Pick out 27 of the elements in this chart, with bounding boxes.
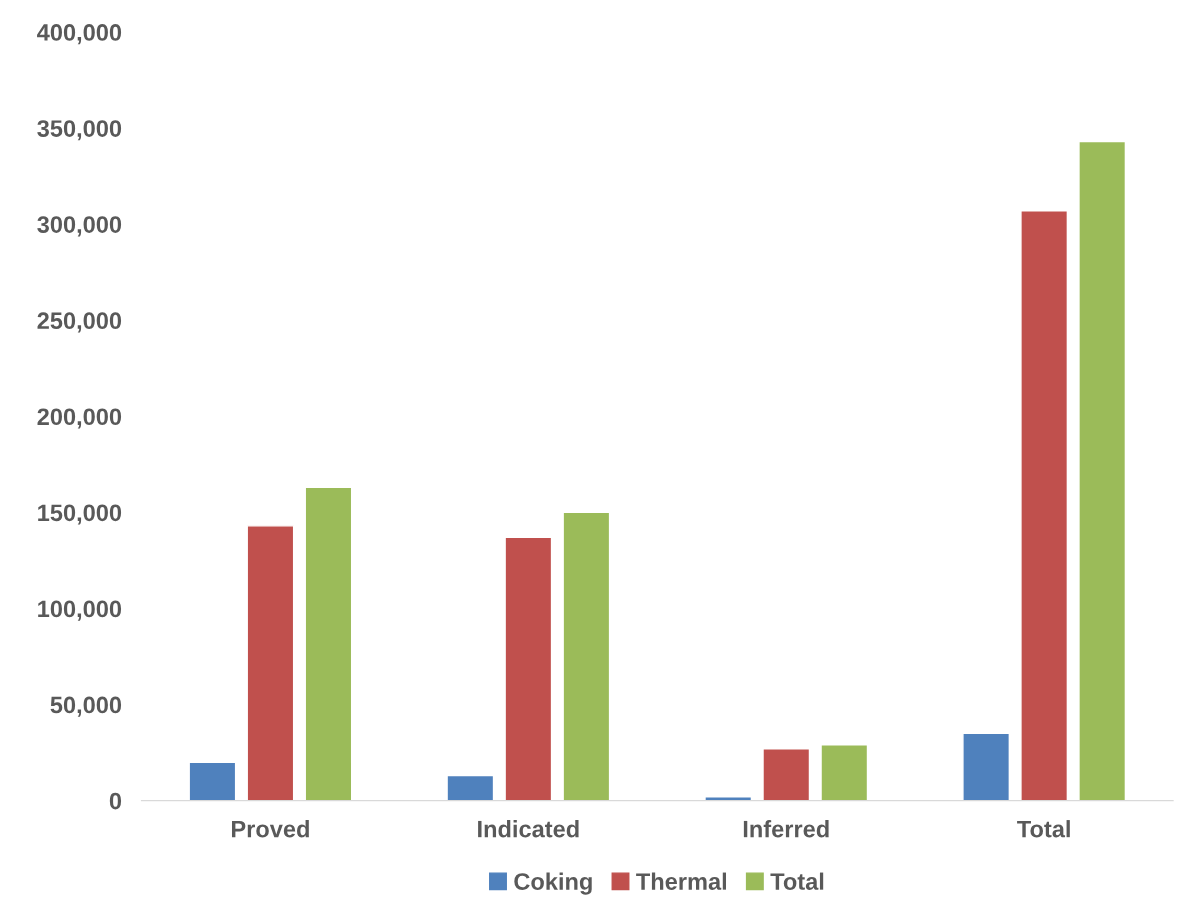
y-tick-label: 50,000 bbox=[50, 696, 122, 717]
y-tick-label: 100,000 bbox=[38, 600, 122, 621]
y-tick-label: 300,000 bbox=[37, 216, 122, 237]
bar bbox=[304, 486, 353, 801]
x-tick-label: Total bbox=[1017, 820, 1070, 838]
bar bbox=[1078, 140, 1127, 801]
bar bbox=[562, 511, 611, 801]
legend-label: Total bbox=[770, 872, 824, 890]
y-tick-label: 250,000 bbox=[37, 312, 122, 333]
bar bbox=[188, 761, 237, 801]
legend-label: Coking bbox=[514, 872, 592, 895]
y-tick-label: 150,000 bbox=[38, 504, 122, 525]
y-tick-label: 0 bbox=[109, 792, 122, 810]
y-tick-label: 400,000 bbox=[37, 24, 122, 45]
bar bbox=[246, 525, 295, 801]
bar bbox=[820, 744, 869, 801]
bar bbox=[504, 536, 553, 801]
x-tick-label: Proved bbox=[231, 820, 309, 838]
x-tick-label: Inferred bbox=[743, 820, 829, 838]
y-tick-label: 200,000 bbox=[37, 408, 122, 429]
bar bbox=[1020, 210, 1069, 801]
y-tick-label: 350,000 bbox=[37, 120, 122, 141]
x-tick-label: Indicated bbox=[478, 820, 579, 838]
legend-label: Thermal bbox=[636, 872, 727, 890]
bar bbox=[446, 774, 495, 801]
bar bbox=[962, 732, 1011, 801]
bar bbox=[762, 748, 811, 801]
